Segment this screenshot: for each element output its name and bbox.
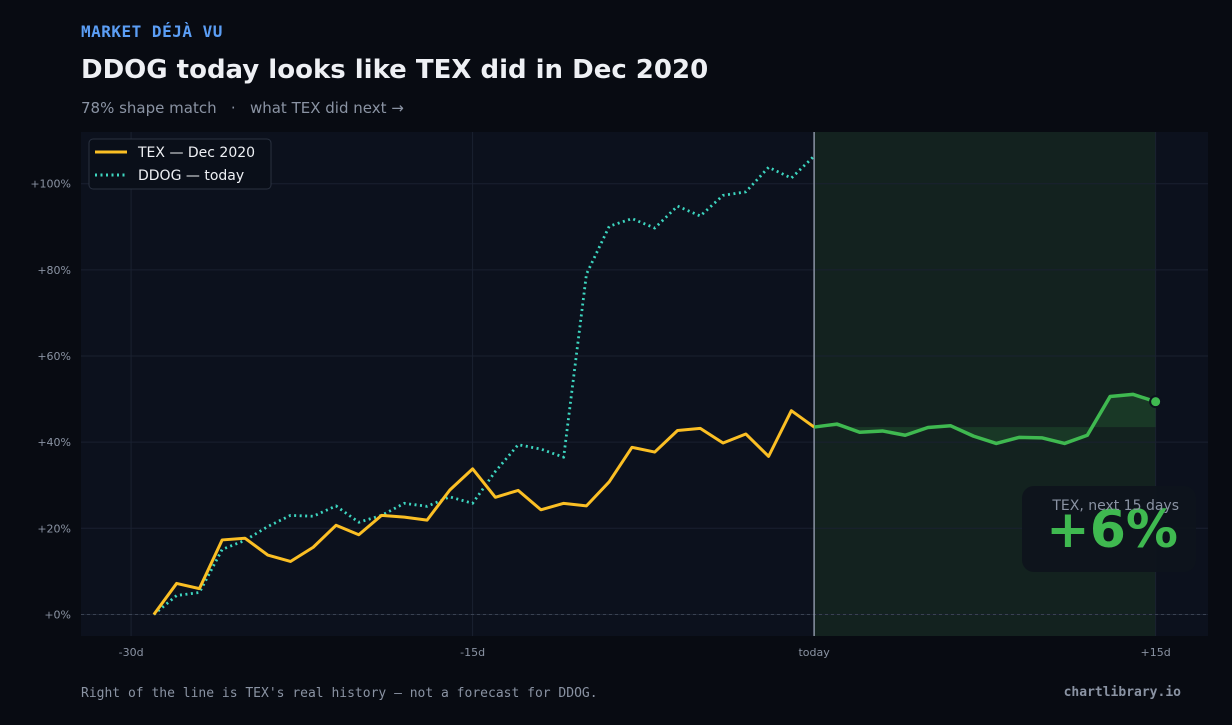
x-tick-label: -15d xyxy=(460,646,485,659)
endpoint-marker xyxy=(1149,395,1163,409)
y-axis: +0% +20% +40% +60% +80% +100% xyxy=(30,178,71,622)
y-tick-label: +60% xyxy=(37,350,71,363)
y-tick-label: +80% xyxy=(37,264,71,277)
x-tick-label: +15d xyxy=(1141,646,1171,659)
series-line-tex xyxy=(152,409,815,616)
callout-value: +6% xyxy=(1046,500,1178,560)
brand-logo: chartlibrary.io xyxy=(1063,685,1181,700)
subtitle: 78% shape match · what TEX did next → xyxy=(81,99,404,117)
y-tick-label: +40% xyxy=(37,436,71,449)
y-tick-label: +100% xyxy=(30,178,71,191)
result-callout: +6% TEX, next 15 days xyxy=(1022,486,1196,572)
future-gain-fill xyxy=(814,394,1156,444)
y-tick-label: +20% xyxy=(37,522,71,535)
y-tick-label: +0% xyxy=(44,608,71,621)
kicker: MARKET DÉJÀ VU xyxy=(81,22,223,41)
callout-label: TEX, next 15 days xyxy=(1051,498,1179,514)
series-group xyxy=(152,155,1163,616)
x-tick-label: today xyxy=(798,646,830,659)
footnote: Right of the line is TEX's real history … xyxy=(81,686,598,701)
legend: TEX — Dec 2020 DDOG — today xyxy=(88,138,272,190)
x-axis: -30d -15d today +15d xyxy=(119,646,1171,659)
page-title: DDOG today looks like TEX did in Dec 202… xyxy=(81,55,709,85)
x-tick-label: -30d xyxy=(119,646,144,659)
legend-label-tex: TEX — Dec 2020 xyxy=(137,145,255,161)
series-line-tex-next xyxy=(813,392,1157,446)
legend-label-ddog: DDOG — today xyxy=(138,168,244,184)
